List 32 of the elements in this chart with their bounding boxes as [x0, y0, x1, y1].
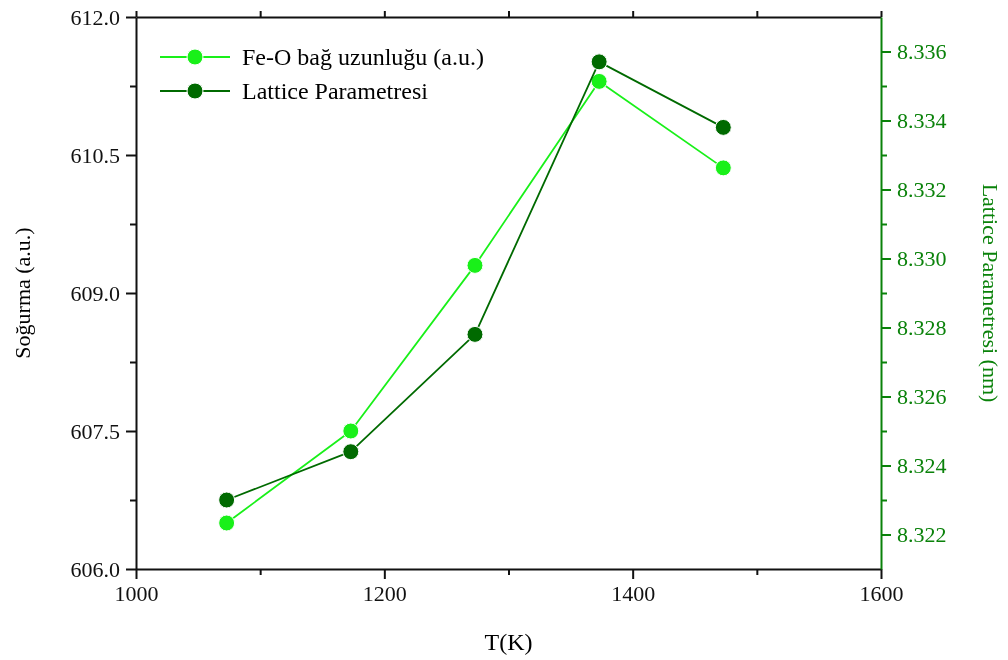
point [590, 53, 608, 71]
legend-label: Lattice Parametresi [242, 78, 429, 104]
legend-label: Fe-O bağ uzunluğu (a.u.) [242, 44, 484, 70]
x-tick-label: 1000 [114, 580, 159, 606]
y-tick-label: 612.0 [70, 4, 120, 30]
y2-tick-label: 8.330 [897, 246, 947, 272]
y2-tick-label: 8.324 [897, 453, 947, 479]
y2-tick-label: 8.336 [897, 39, 947, 65]
point [590, 72, 608, 90]
point [218, 514, 236, 532]
y-tick-label: 610.5 [70, 142, 120, 168]
point [714, 159, 732, 177]
y2-axis-title: Lattice Parametresi (nm) [978, 183, 1003, 403]
point [218, 491, 236, 509]
y2-tick-label: 8.322 [897, 522, 947, 548]
x-tick-label: 1600 [859, 580, 904, 606]
point [466, 256, 484, 274]
y-tick-label: 606.0 [70, 556, 120, 582]
point [342, 422, 360, 440]
y2-tick-label: 8.328 [897, 315, 947, 341]
y-axis-title: Soğurma (a.u.) [10, 227, 35, 359]
y-tick-label: 607.5 [70, 418, 120, 444]
x-tick-label: 1200 [362, 580, 407, 606]
y2-tick-label: 8.334 [897, 108, 947, 134]
x-tick-label: 1400 [611, 580, 656, 606]
y2-tick-label: 8.332 [897, 177, 947, 203]
point [342, 443, 360, 461]
x-axis-title: T(K) [484, 629, 533, 655]
y2-tick-label: 8.326 [897, 384, 947, 410]
y-tick-label: 609.0 [70, 280, 120, 306]
point [714, 118, 732, 136]
point [466, 325, 484, 343]
